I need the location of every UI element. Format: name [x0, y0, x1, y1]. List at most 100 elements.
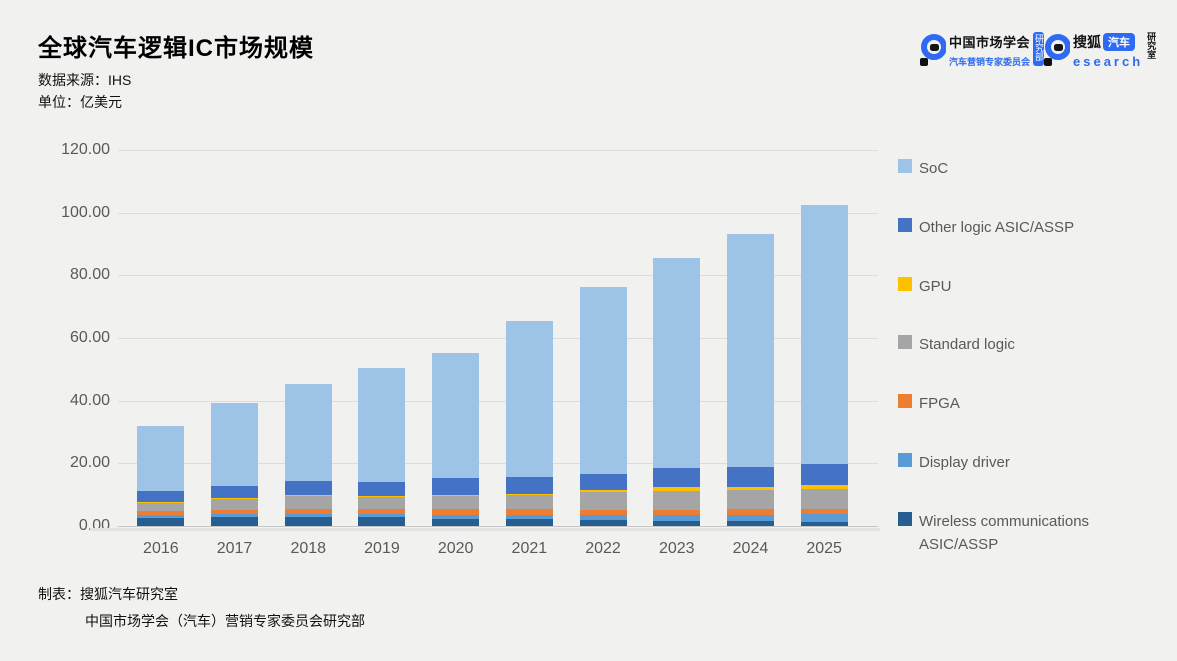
- x-axis-tick-labels: 2016 2017 2018 2019 2020 2021 2022 2023 2024 2025: [124, 540, 861, 562]
- y-tick-label: 60.00: [69, 329, 110, 346]
- legend-item: GPU: [898, 275, 1154, 298]
- bar-segment: [800, 521, 848, 526]
- bar-segment: [137, 426, 185, 491]
- bar-segment: [653, 521, 701, 526]
- gridline-20.00: [118, 463, 878, 465]
- bar-segment: [653, 490, 701, 511]
- bar-segment: [505, 509, 553, 516]
- legend-swatch-icon: [898, 276, 912, 291]
- bar-segment: [358, 516, 406, 526]
- stacked-bar-plot: [124, 150, 861, 526]
- y-tick-label: 20.00: [69, 454, 110, 472]
- legend-label: GPU: [919, 277, 952, 295]
- legend-swatch-icon: [898, 217, 912, 232]
- bar-segment: [579, 489, 627, 492]
- sohu-logo-side-text: 研究室: [1146, 32, 1157, 59]
- bar-segment: [653, 487, 701, 491]
- bar-segment: [432, 509, 480, 516]
- bar-segment: [137, 511, 185, 516]
- legend-label: Standard logic: [919, 336, 1015, 354]
- bar-segment: [358, 513, 406, 517]
- bar-segment: [358, 508, 406, 514]
- bar-segment: [211, 509, 259, 515]
- legend-swatch-icon: [898, 453, 912, 467]
- sohu-logo-brand-text: 搜狐: [1073, 34, 1101, 50]
- bar-segment: [726, 521, 774, 526]
- bar-segment: [579, 287, 627, 475]
- bar-segment: [726, 514, 774, 521]
- y-tick-label: 0.00: [78, 517, 110, 534]
- y-tick-label: 40.00: [69, 391, 110, 409]
- bar-segment: [137, 515, 185, 518]
- cma-logo-q-icon: [920, 34, 946, 66]
- cma-logo: 中国市场学会 汽车营销专家委员会 研究部: [920, 32, 1045, 70]
- gridline-40.00: [118, 400, 878, 402]
- bar-segment: [800, 514, 848, 522]
- bar-segment: [579, 474, 627, 490]
- bar-segment: [653, 515, 701, 521]
- bar-segment: [211, 403, 259, 486]
- bar-segment: [800, 463, 848, 485]
- bar-segment: [358, 368, 406, 482]
- legend-swatch-icon: [898, 511, 912, 526]
- bar-segment: [284, 508, 332, 514]
- legend-item: Display driver: [898, 451, 1154, 474]
- bar-segment: [432, 515, 480, 520]
- bar-segment: [358, 496, 406, 509]
- bar-segment: [505, 494, 553, 510]
- bar-segment: [579, 515, 627, 521]
- bar-segment: [726, 486, 774, 490]
- bar-segment: [284, 384, 332, 481]
- bar-segment: [726, 489, 774, 510]
- cma-logo-sub-text: 汽车营销专家委员会: [949, 57, 1031, 67]
- bar-segment: [284, 516, 332, 526]
- bar-segment: [800, 509, 848, 515]
- sohu-logo-research-text: esearch: [1073, 54, 1144, 69]
- bar-segment: [800, 484, 848, 490]
- chart-gridlines: [118, 150, 878, 527]
- bar-segment: [653, 510, 701, 516]
- x-tick-label-2023: 2023: [658, 540, 695, 557]
- x-tick-label-2018: 2018: [290, 540, 327, 557]
- bar-segment: [211, 485, 259, 498]
- bar-segment: [432, 478, 480, 495]
- x-axis-line: [90, 528, 880, 531]
- bar-segment: [284, 513, 332, 517]
- bar-segment: [211, 517, 259, 526]
- legend-item: SoC: [898, 157, 1154, 180]
- x-tick-label-2021: 2021: [511, 540, 548, 557]
- y-tick-label: 80.00: [69, 266, 110, 284]
- data-source-label: 数据来源：IHS: [38, 72, 132, 88]
- legend-item: FPGA: [898, 392, 1154, 415]
- cma-logo-badge: 研究部: [1033, 32, 1045, 66]
- bar-segment: [358, 481, 406, 497]
- bar-segment: [211, 499, 259, 510]
- gridline-100.00: [118, 212, 878, 214]
- legend-item: Standard logic: [898, 333, 1154, 356]
- sohu-research-logo: 搜狐 汽车 esearch 研究室: [1044, 32, 1157, 70]
- legend-item: Other logic ASIC/ASSP: [898, 216, 1154, 239]
- x-tick-label-2016: 2016: [143, 540, 179, 557]
- bar-segment: [505, 519, 553, 526]
- footer-credit-line-2: 中国市场学会（汽车）营销专家委员会研究部: [85, 613, 365, 629]
- legend-label: Display driver: [919, 454, 1010, 471]
- bar-segment: [726, 467, 774, 487]
- bar-segment: [432, 495, 480, 510]
- bar-segment: [505, 515, 553, 520]
- footer-credit-line-1: 制表：搜狐汽车研究室: [38, 586, 178, 602]
- gridline-80.00: [118, 275, 878, 277]
- bar-segment: [726, 233, 774, 468]
- gridline-120.00: [118, 150, 878, 151]
- bar-segment: [137, 517, 185, 526]
- x-tick-label-2020: 2020: [437, 540, 474, 557]
- bar-segment: [505, 476, 553, 494]
- bar-segment: [211, 514, 259, 518]
- page-title: 全球汽车逻辑IC市场规模: [38, 35, 314, 62]
- bar-segment: [653, 257, 701, 469]
- sohu-logo-q-icon: [1044, 34, 1070, 66]
- bar-segment: [432, 519, 480, 526]
- x-tick-label-2025: 2025: [806, 540, 842, 557]
- cma-logo-org-text: 中国市场学会: [949, 35, 1031, 50]
- bar-segment: [505, 321, 553, 477]
- legend-swatch-icon: [898, 335, 912, 350]
